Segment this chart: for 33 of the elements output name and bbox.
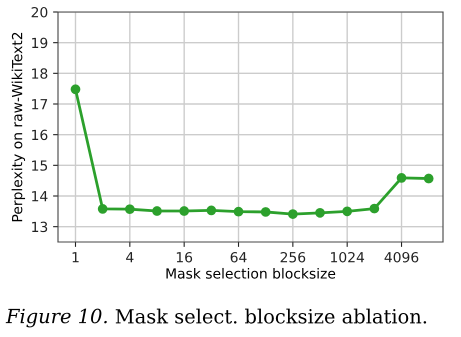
x-tick-label: 4 [126,252,134,262]
y-tick-label: 15 [32,160,48,171]
point [260,207,271,217]
y-tick-label: 18 [32,68,48,79]
point [396,173,406,183]
x-axis-title: Mask selection blocksize [166,268,336,279]
y-axis-title: Perplexity on raw-WikiText2 [12,32,26,222]
caption: Figure 10. [6,308,107,328]
x-tick-label: 1 [72,252,79,262]
text: Mask select. blocksize ablation. [116,308,426,324]
x-tick-label: 256 [280,252,306,262]
y-tick-label: 17 [32,99,48,110]
point [234,206,244,216]
point [315,208,325,218]
point [369,204,380,214]
point [124,204,135,214]
x-tick-label: 1024 [331,252,364,262]
point [342,206,352,216]
y-tick-label: 19 [32,38,48,48]
x-tick-label: 4096 [384,252,418,262]
point [70,84,80,94]
y-tick-label: 14 [32,191,48,202]
point [152,206,162,216]
point [288,209,298,219]
x-tick-label: 64 [230,252,247,262]
point [206,206,216,216]
point [424,174,434,184]
y-tick-label: 16 [32,130,48,140]
point [179,206,190,216]
point [98,204,108,214]
y-tick-label: 20 [32,6,48,18]
y-tick-label: 13 [32,222,48,232]
x-tick-label: 16 [176,252,192,262]
